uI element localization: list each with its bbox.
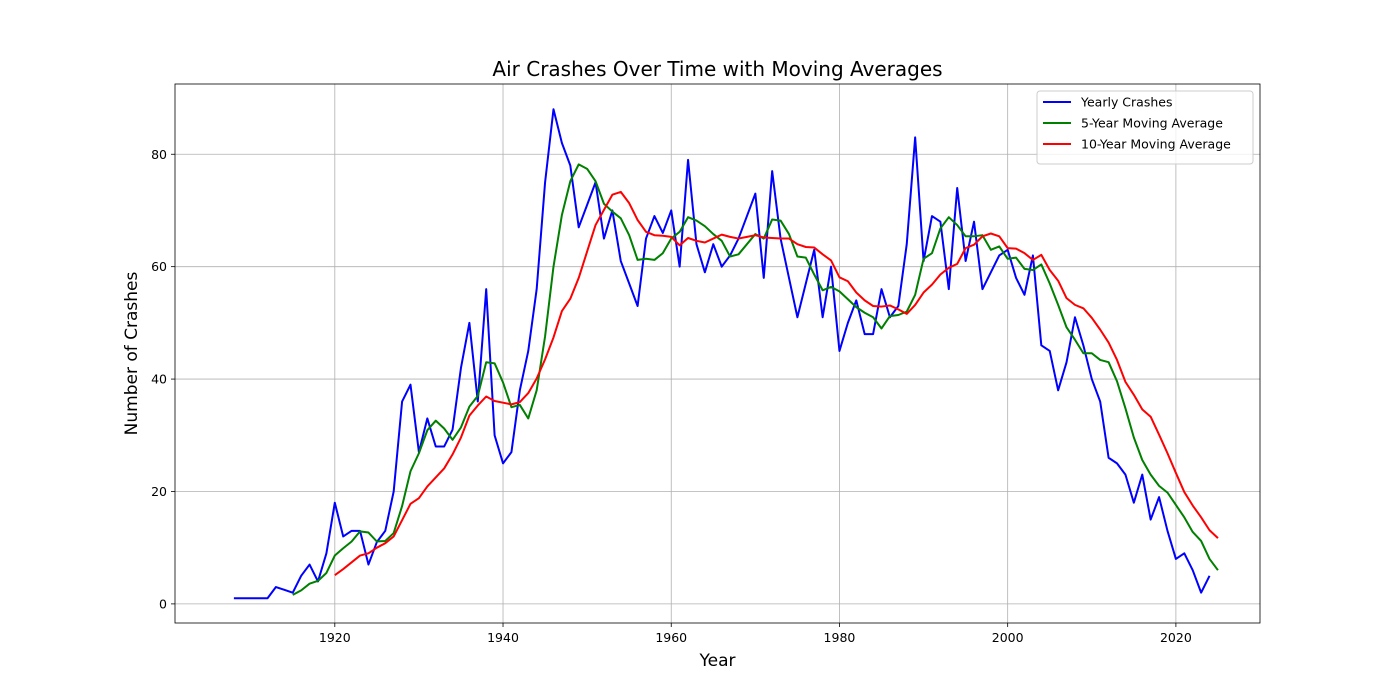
- x-tick-label: 2000: [992, 630, 1024, 645]
- x-tick-label: 1940: [487, 630, 519, 645]
- y-tick-label: 40: [151, 372, 167, 387]
- legend-label: 10-Year Moving Average: [1081, 137, 1231, 152]
- legend: Yearly Crashes 5-Year Moving Average 10-Ye…: [1036, 90, 1254, 165]
- series-line-3: [334, 190, 1219, 577]
- y-axis-label: Number of Crashes: [122, 272, 142, 436]
- x-tick-label: 1960: [655, 630, 687, 645]
- series-line-1: [233, 108, 1211, 600]
- y-tick-label: 80: [151, 147, 167, 162]
- grid: [175, 84, 1260, 623]
- y-tick-label: 20: [151, 484, 167, 499]
- series-lines: [233, 108, 1219, 600]
- x-axis-label: Year: [699, 651, 736, 671]
- legend-box: [1036, 90, 1254, 165]
- y-tick-label: 0: [159, 596, 167, 611]
- chart-title: Air Crashes Over Time with Moving Averag…: [492, 57, 942, 81]
- legend-label: Yearly Crashes: [1080, 95, 1172, 110]
- x-tick-label: 2020: [1160, 630, 1192, 645]
- x-tick-label: 1920: [319, 630, 351, 645]
- x-tick-label: 1980: [824, 630, 856, 645]
- plot-area-frame: [174, 83, 1261, 624]
- series-line-2: [292, 163, 1219, 596]
- y-tick-label: 60: [151, 259, 167, 274]
- legend-label: 5-Year Moving Average: [1081, 116, 1223, 131]
- axis-ticks: 1920 1940 1960 1980 2000 2020 0 20 40 60 80: [151, 147, 1192, 645]
